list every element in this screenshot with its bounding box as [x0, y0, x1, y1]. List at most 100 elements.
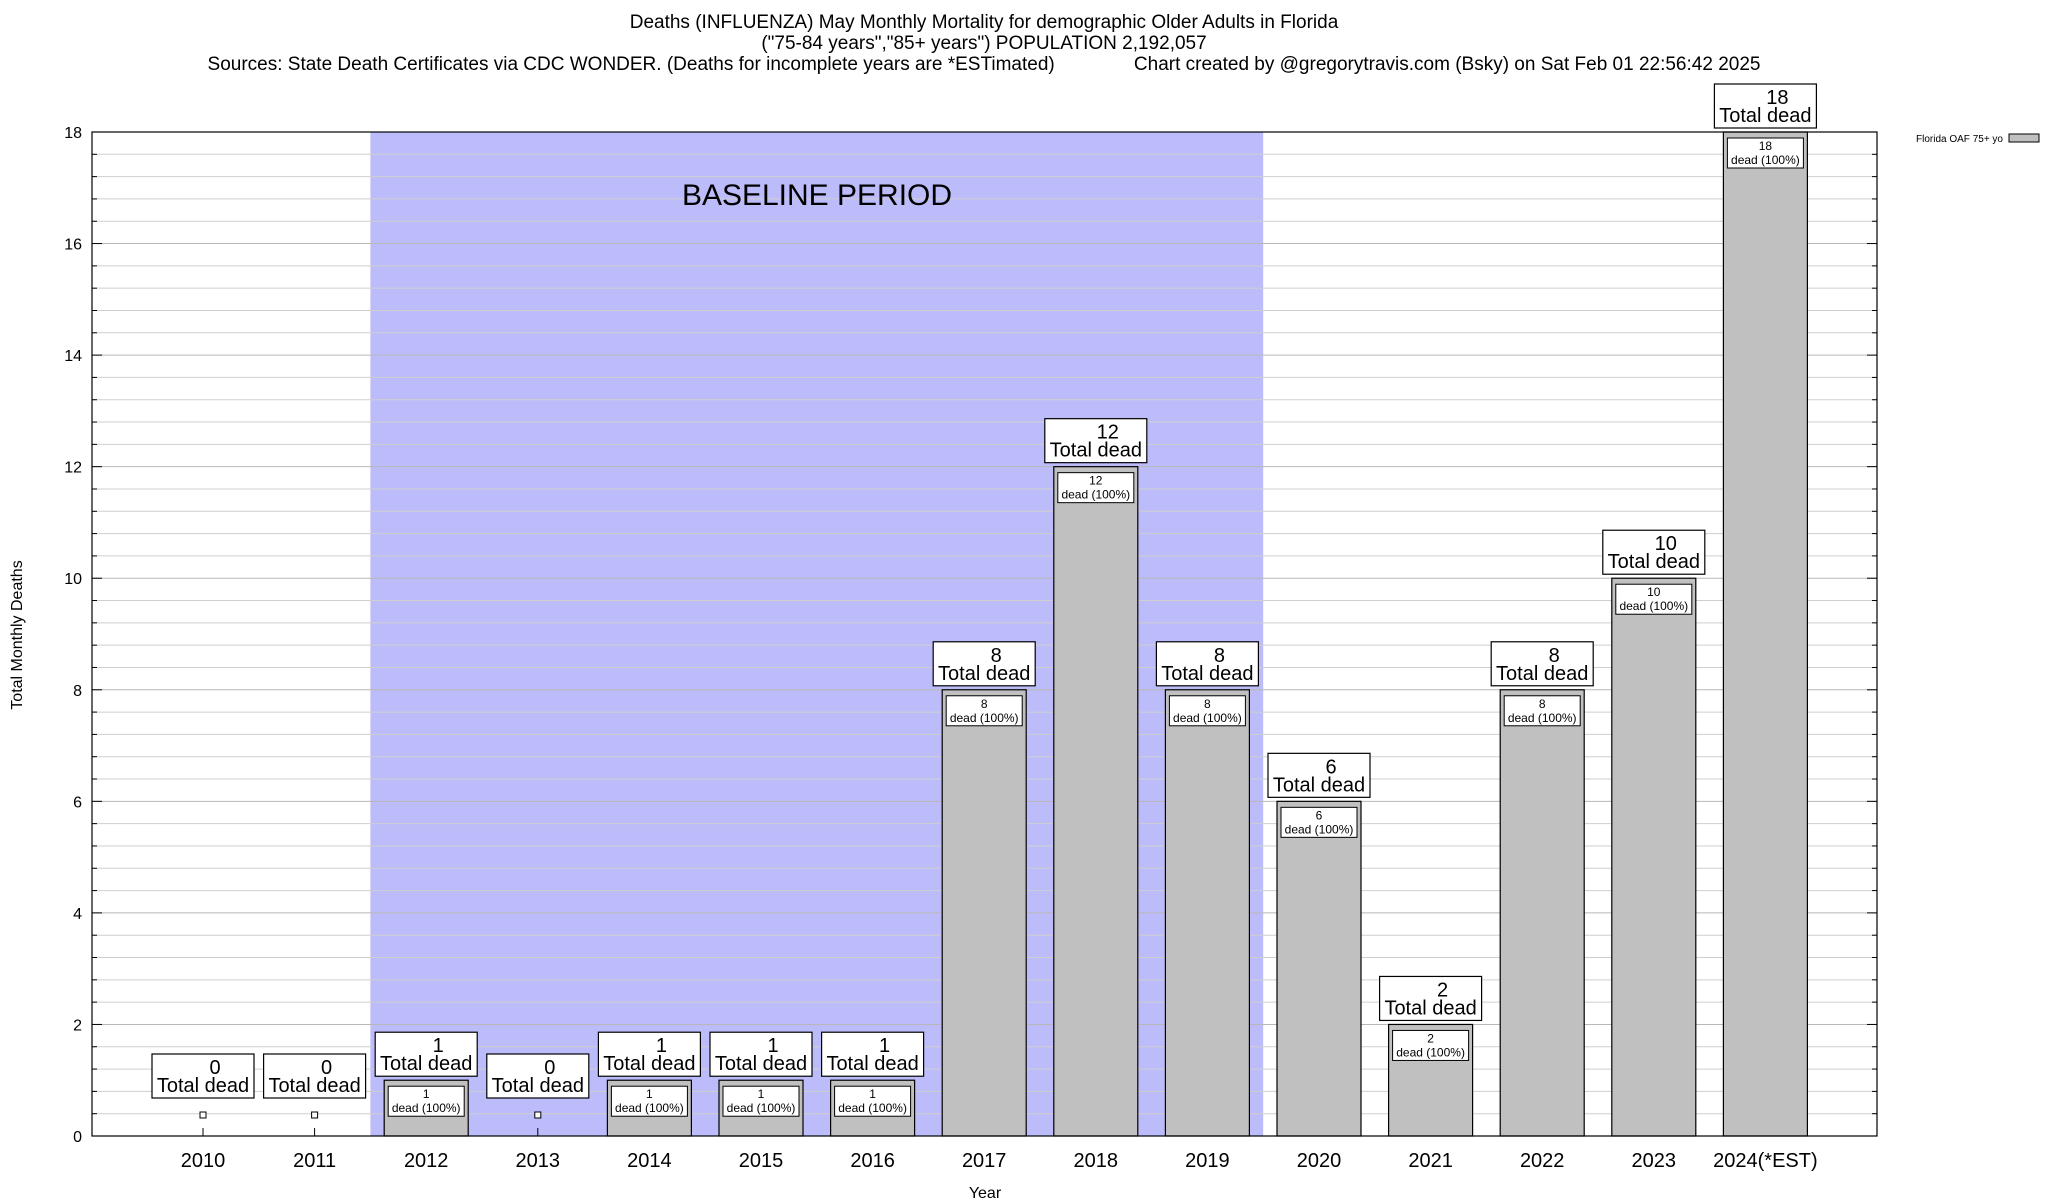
total-label-box — [1378, 975, 1483, 1022]
total-label-box — [1602, 529, 1706, 575]
segment-percent-label: dead (100%) — [1173, 711, 1242, 725]
total-value-label: 8 — [1214, 645, 1225, 667]
total-value-label: 1 — [433, 1035, 444, 1057]
total-label-box — [486, 1053, 590, 1099]
segment-label-box — [1726, 137, 1804, 169]
x-tick-label: 2014 — [627, 1150, 672, 1172]
x-tick-label: 2020 — [1297, 1150, 1342, 1172]
total-dead-label: Total dead — [268, 1075, 360, 1097]
segment-value-label: 6 — [1316, 808, 1323, 822]
x-tick-label: 2010 — [181, 1150, 226, 1172]
total-value-label: 8 — [1549, 645, 1560, 667]
zero-marker — [534, 1111, 542, 1119]
bar — [1722, 131, 1809, 1137]
segment-percent-label: dead (100%) — [838, 1101, 907, 1115]
segment-percent-label: dead (100%) — [1731, 153, 1800, 167]
legend-entry-label: Florida OAF 75+ yo — [1916, 134, 2003, 145]
segment-label-box — [945, 695, 1023, 727]
segment-value-label: 10 — [1647, 585, 1661, 599]
segment-percent-label: dead (100%) — [615, 1101, 684, 1115]
segment-label-box — [1168, 695, 1246, 727]
y-tick-label: 12 — [64, 460, 82, 477]
total-value-label: 6 — [1325, 756, 1336, 778]
bar — [1276, 800, 1362, 1137]
segment-value-label: 1 — [423, 1087, 430, 1101]
total-dead-label: Total dead — [826, 1053, 918, 1075]
total-dead-label: Total dead — [157, 1075, 249, 1097]
total-dead-label: Total dead — [1050, 440, 1142, 462]
y-axis-label: Total Monthly Deaths — [9, 560, 26, 709]
total-value-label: 0 — [209, 1057, 220, 1079]
total-label-box — [820, 1031, 925, 1077]
x-tick-label: 2024(*EST) — [1713, 1150, 1818, 1172]
segment-value-label: 1 — [758, 1087, 765, 1101]
total-label-box — [1044, 418, 1148, 464]
x-tick-label: 2022 — [1520, 1150, 1565, 1172]
segment-label-box — [834, 1085, 912, 1117]
total-value-label: 1 — [879, 1035, 890, 1057]
total-label-box — [709, 1031, 813, 1077]
y-tick-label: 16 — [64, 237, 82, 254]
segment-percent-label: dead (100%) — [1285, 822, 1354, 836]
total-label-box — [374, 1031, 478, 1077]
total-value-label: 0 — [544, 1057, 555, 1079]
x-tick-label: 2018 — [1074, 1150, 1119, 1172]
segment-value-label: 12 — [1089, 474, 1103, 488]
segment-label-box — [1392, 1029, 1470, 1061]
total-value-label: 2 — [1437, 979, 1448, 1001]
y-tick-label: 8 — [73, 683, 82, 700]
total-dead-label: Total dead — [1608, 551, 1700, 573]
segment-percent-label: dead (100%) — [392, 1101, 461, 1115]
segment-label-box — [1503, 695, 1581, 727]
plot-frame — [91, 131, 1878, 1137]
total-value-label: 1 — [767, 1035, 778, 1057]
total-label-box — [1490, 641, 1594, 687]
total-dead-label: Total dead — [492, 1075, 584, 1097]
total-label-box — [597, 1031, 702, 1077]
y-tick-label: 0 — [73, 1129, 82, 1146]
segment-value-label: 1 — [646, 1087, 653, 1101]
chart-subtitle: ("75-84 years","85+ years") POPULATION 2… — [761, 33, 1207, 54]
y-tick-label: 14 — [64, 348, 82, 365]
total-dead-label: Total dead — [1273, 774, 1365, 796]
x-tick-label: 2021 — [1408, 1150, 1453, 1172]
segment-percent-label: dead (100%) — [950, 711, 1019, 725]
x-tick-label: 2017 — [962, 1150, 1007, 1172]
total-value-label: 10 — [1655, 533, 1677, 555]
legend-swatch — [2008, 133, 2040, 143]
segment-value-label: 2 — [1427, 1031, 1434, 1045]
total-dead-label: Total dead — [603, 1053, 695, 1075]
total-label-box — [1155, 641, 1260, 687]
x-axis-label: Year — [969, 1185, 1002, 1200]
total-value-label: 8 — [991, 645, 1002, 667]
segment-value-label: 18 — [1759, 139, 1773, 153]
total-value-label: 0 — [321, 1057, 332, 1079]
segment-label-box — [610, 1085, 688, 1117]
x-tick-label: 2012 — [404, 1150, 449, 1172]
total-label-box — [263, 1053, 367, 1099]
bar — [941, 689, 1027, 1137]
x-tick-label: 2016 — [850, 1150, 895, 1172]
segment-label-box — [387, 1085, 465, 1117]
total-value-label: 1 — [656, 1035, 667, 1057]
total-label-box — [1713, 83, 1818, 129]
segment-percent-label: dead (100%) — [1396, 1045, 1465, 1059]
total-dead-label: Total dead — [380, 1053, 472, 1075]
total-label-box — [932, 641, 1036, 687]
total-dead-label: Total dead — [1719, 105, 1811, 127]
segment-value-label: 8 — [1539, 697, 1546, 711]
y-tick-label: 18 — [64, 125, 82, 142]
segment-label-box — [1057, 472, 1135, 504]
bar — [1611, 577, 1697, 1137]
segment-label-box — [1280, 806, 1358, 838]
segment-value-label: 8 — [981, 697, 988, 711]
total-label-box — [1267, 752, 1371, 798]
chart-title: Deaths (INFLUENZA) May Monthly Mortality… — [629, 12, 1339, 33]
chart-source-line: Sources: State Death Certificates via CD… — [207, 54, 1761, 75]
segment-value-label: 1 — [869, 1087, 876, 1101]
segment-percent-label: dead (100%) — [727, 1101, 796, 1115]
segment-label-box — [722, 1085, 800, 1117]
zero-marker — [199, 1111, 207, 1119]
total-dead-label: Total dead — [1496, 663, 1588, 685]
y-tick-label: 4 — [73, 906, 82, 923]
